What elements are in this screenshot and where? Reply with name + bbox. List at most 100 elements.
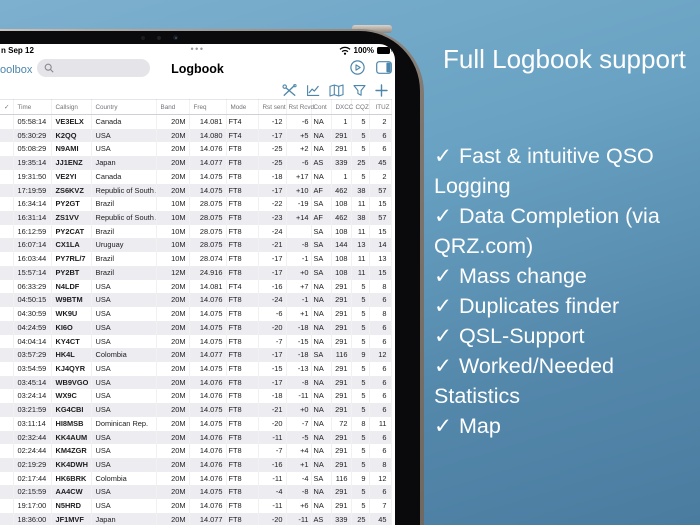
table-row[interactable]: 03:24:14 WX9C USA 20M 14.076 FT8 -18 -11 NA 291 5 6 — [0, 389, 392, 404]
column-header-ituz[interactable]: ITUZ — [369, 99, 392, 115]
battery-icon — [377, 47, 393, 54]
column-header-time[interactable]: Time — [13, 99, 52, 115]
cell-cont: NA — [311, 375, 332, 390]
tools-icon[interactable] — [282, 83, 297, 97]
panel-title: Full Logbook support — [443, 44, 686, 74]
table-row[interactable]: 06:33:29 N4LDF USA 20M 14.081 FT4 -16 +7 NA 291 5 8 — [0, 279, 392, 294]
cell-rstsent: -4 — [258, 485, 287, 500]
cell-cont: NA — [311, 430, 332, 445]
table-row[interactable]: 03:21:59 KG4CBI USA 20M 14.075 FT8 -21 +0 NA 291 5… — [0, 403, 392, 417]
table-row[interactable]: 02:15:59 AA4CW USA 20M 14.075 FT8 -4 -8 NA 291 5 6 — [0, 485, 392, 500]
search-input[interactable] — [58, 61, 142, 75]
table-row[interactable]: 04:24:59 KI6O USA 20M 14.075 FT8 -20 -18 NA 291 5 6 — [0, 320, 392, 335]
cell-freq: 28.075 — [189, 238, 227, 253]
table-row[interactable]: 16:34:14 PY2GT Brazil 10M 28.075 FT8 -22 -19 SA 1… — [0, 197, 392, 212]
table-row[interactable]: 19:17:00 N5HRD USA 20M 14.076 FT8 -11 +6 NA 291 5 7 — [0, 499, 392, 513]
cell-callsign: N9AMI — [51, 142, 92, 157]
table-row[interactable]: 02:17:44 HK6BRK Colombia 20M 14.076 FT8 -11 -4 S… — [0, 471, 392, 486]
filter-icon[interactable] — [353, 84, 366, 97]
cell-freq: 14.075 — [189, 320, 227, 335]
cell-check — [0, 252, 14, 266]
table-row[interactable]: 05:58:14 VE3ELX Canada 20M 14.081 FT4 -12 -6 NA 1… — [0, 114, 392, 129]
page-title: Logbook — [171, 62, 224, 76]
cell-check — [0, 211, 14, 225]
column-header-freq[interactable]: Freq — [189, 99, 227, 115]
cell-time: 16:03:44 — [13, 252, 52, 266]
cell-check — [0, 238, 14, 253]
column-header-band[interactable]: Band — [156, 99, 190, 115]
cell-mode: FT8 — [226, 457, 259, 472]
cell-callsign: HK6BRK — [51, 471, 92, 486]
cell-cont: SA — [311, 348, 332, 362]
statistics-chart-icon[interactable] — [306, 84, 320, 97]
column-header-country[interactable]: Country — [91, 99, 157, 115]
cell-ituz: 6 — [369, 375, 392, 390]
column-header-cqz[interactable]: CQZ — [351, 99, 370, 115]
cell-cont: NA — [311, 444, 332, 458]
table-row[interactable]: 16:07:14 CX1LA Uruguay 10M 28.075 FT8 -21 -8 SA 1… — [0, 238, 392, 253]
cell-callsign: JJ1ENZ — [51, 156, 92, 170]
map-icon[interactable] — [329, 83, 344, 97]
cell-rstsent: -24 — [258, 224, 287, 239]
cell-mode: FT8 — [226, 485, 259, 500]
cell-callsign: PY2CAT — [51, 224, 92, 239]
cell-mode: FT8 — [226, 197, 259, 212]
cell-freq: 28.075 — [189, 211, 227, 225]
cell-check — [0, 334, 14, 349]
column-header-callsign[interactable]: Callsign — [51, 99, 92, 115]
column-header-rstsent[interactable]: Rst sent — [258, 99, 287, 115]
add-qso-button[interactable] — [375, 83, 388, 97]
table-row[interactable]: 03:11:14 HI8MSB Dominican Rep. 20M 14.075 FT8… — [0, 416, 392, 431]
cell-country: USA — [91, 320, 157, 335]
cell-check — [0, 169, 14, 184]
column-header-dxcc[interactable]: DXCC — [331, 99, 353, 115]
cell-rstsent: -16 — [258, 457, 287, 472]
column-header-check[interactable]: ✓ — [0, 99, 14, 115]
table-row[interactable]: 19:35:14 JJ1ENZ Japan 20M 14.077 FT8 -25 -6 AS 33… — [0, 156, 392, 170]
column-header-cont[interactable]: Cont — [311, 99, 332, 115]
table-row[interactable]: 04:30:59 WK9U USA 20M 14.075 FT8 -6 +1 NA 291 5 8 — [0, 307, 392, 321]
cell-check — [0, 471, 14, 486]
table-row[interactable]: 05:30:29 K2QQ USA 20M 14.080 FT4 -17 +5 NA 291 5 6 — [0, 128, 392, 143]
playback-log-button[interactable] — [350, 60, 365, 75]
cell-mode: FT8 — [226, 183, 259, 198]
cell-time: 02:32:44 — [13, 430, 52, 445]
cell-time: 16:07:14 — [13, 238, 52, 253]
cell-callsign: KJ4QYR — [51, 361, 92, 376]
table-row[interactable]: 16:12:59 PY2CAT Brazil 10M 28.075 FT8 -24 SA 108… — [0, 224, 392, 239]
cell-freq: 14.076 — [189, 444, 227, 458]
cell-mode: FT8 — [226, 211, 259, 225]
cell-mode: FT8 — [226, 389, 259, 404]
table-row[interactable]: 19:31:50 VE2YI Canada 20M 14.075 FT8 -18 +17 NA 1… — [0, 169, 392, 184]
table-row[interactable]: 03:54:59 KJ4QYR USA 20M 14.075 FT8 -15 -13 NA 291… — [0, 361, 392, 376]
cell-country: USA — [91, 279, 157, 294]
cell-ituz: 6 — [369, 128, 392, 143]
cell-freq: 14.080 — [189, 128, 227, 143]
cell-dxcc: 339 — [331, 156, 352, 170]
table-row[interactable]: 02:19:29 KK4DWH USA 20M 14.076 FT8 -16 +1 NA 291 5… — [0, 457, 392, 472]
table-row[interactable]: 05:08:29 N9AMI USA 20M 14.076 FT8 -25 +2 NA 291 5 6 — [0, 142, 392, 157]
table-row[interactable]: 02:24:44 KM4ZGR USA 20M 14.076 FT8 -7 +4 NA 291 5 6 — [0, 444, 392, 458]
feature-label: Map — [459, 414, 501, 438]
table-row[interactable]: 15:57:14 PY2BT Brazil 12M 24.916 FT8 -17 +0 SA 10… — [0, 265, 392, 280]
cell-check — [0, 389, 14, 404]
table-row[interactable]: 16:03:44 PY7RL/7 Brazil 10M 28.074 FT8 -17 -1 SA… — [0, 252, 392, 266]
table-row[interactable]: 18:36:00 JF1MVF Japan 20M 14.077 FT8 -20 -11 AS 3… — [0, 512, 392, 525]
cell-country: USA — [91, 485, 157, 500]
table-row[interactable]: 04:50:15 W9BTM USA 20M 14.076 FT8 -24 -1 NA 291 5 6 — [0, 293, 392, 308]
sidebar-toggle-button[interactable] — [376, 61, 392, 74]
table-row[interactable]: 04:04:14 KY4CT USA 20M 14.075 FT8 -7 -15 NA 291 5 6 — [0, 334, 392, 349]
table-row[interactable]: 02:32:44 KK4AUM USA 20M 14.076 FT8 -11 -5 NA 291 5… — [0, 430, 392, 445]
cell-cqz: 11 — [351, 252, 370, 266]
search-field[interactable] — [37, 59, 150, 77]
table-row[interactable]: 03:57:29 HK4L Colombia 20M 14.077 FT8 -17 -18 SA… — [0, 348, 392, 362]
bezel-sensor-dot — [141, 36, 145, 40]
cell-cont: AS — [311, 512, 332, 525]
column-header-rstrcvd[interactable]: Rst Rcvd — [286, 99, 314, 115]
cell-country: USA — [91, 444, 157, 458]
table-row[interactable]: 03:45:14 WB9VGO USA 20M 14.076 FT8 -17 -8 NA 291 5… — [0, 375, 392, 390]
back-button-toolbox[interactable]: oolbox — [0, 64, 33, 76]
column-header-mode[interactable]: Mode — [226, 99, 259, 115]
